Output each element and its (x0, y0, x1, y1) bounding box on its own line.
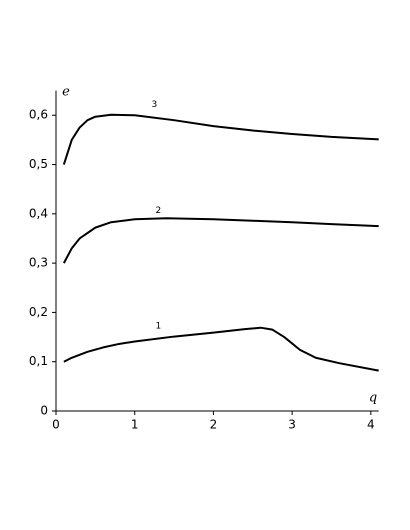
series-line (62, 113, 379, 165)
x-tick-label: 3 (288, 418, 296, 432)
y-tick-label: 0,6 (29, 108, 48, 122)
y-axis-label: e (62, 85, 70, 100)
x-tick-label: 2 (210, 418, 218, 432)
y-tick-label: 0,1 (29, 354, 48, 368)
curve-label: 3 (152, 100, 158, 110)
y-tick-label: 0,3 (29, 256, 48, 270)
series-line (62, 217, 379, 264)
y-tick-label: 0 (40, 404, 48, 418)
curve-label: 1 (155, 322, 161, 332)
series-line (63, 326, 379, 372)
x-tick-label: 0 (52, 418, 60, 432)
x-tick-label: 1 (131, 418, 139, 432)
curve-label: 2 (155, 206, 161, 216)
y-tick-label: 0,4 (29, 206, 48, 220)
x-tick-label: 4 (367, 418, 375, 432)
y-tick-label: 0,5 (29, 157, 48, 171)
x-axis-label: q (369, 391, 377, 406)
y-tick-label: 0,2 (29, 305, 48, 319)
